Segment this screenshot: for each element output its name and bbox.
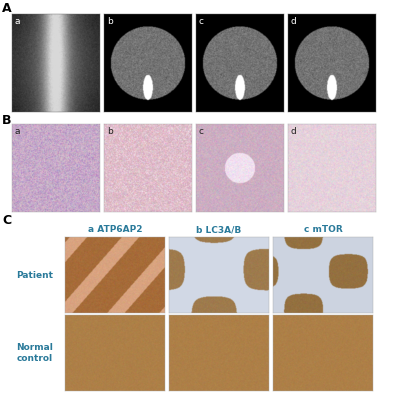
Text: A: A [2,2,12,15]
Text: a: a [15,17,20,26]
Text: b: b [107,17,112,26]
Text: d: d [291,126,296,136]
Text: Patient: Patient [16,271,54,279]
Text: Normal
control: Normal control [16,343,54,363]
Text: a: a [15,126,20,136]
Text: C: C [2,214,11,227]
Text: b: b [107,126,112,136]
Text: B: B [2,114,12,127]
Text: a ATP6AP2: a ATP6AP2 [88,225,142,234]
Text: c mTOR: c mTOR [304,225,342,234]
Text: d: d [291,17,296,26]
Text: b LC3A/B: b LC3A/B [196,225,242,234]
Text: c: c [199,17,204,26]
Text: c: c [199,126,204,136]
